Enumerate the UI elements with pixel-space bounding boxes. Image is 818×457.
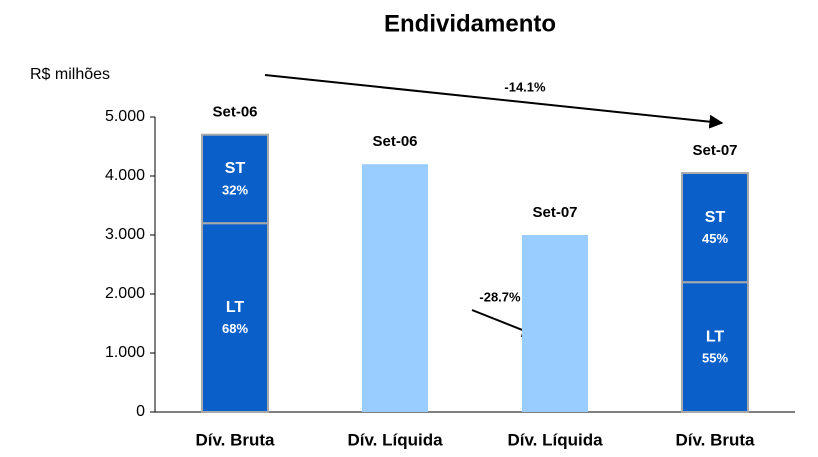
bar (522, 235, 588, 412)
segment-share: 55% (702, 351, 728, 366)
x-tick-label: Dív. Bruta (675, 430, 755, 449)
bar (681, 172, 749, 284)
segment-share: 45% (702, 231, 728, 246)
annotation: -14.1% (504, 79, 546, 94)
x-tick-label: Dív. Líquida (347, 430, 443, 449)
period-label: Set-07 (532, 204, 577, 221)
segment-name: ST (225, 160, 246, 177)
y-tick-label: 0 (136, 403, 145, 420)
segment-share: 68% (222, 321, 248, 336)
y-tick-label: 5.000 (105, 108, 145, 125)
y-tick-label: 3.000 (105, 226, 145, 243)
arrow (264, 74, 724, 129)
y-tick-label: 4.000 (105, 167, 145, 184)
period-label: Set-06 (372, 133, 417, 150)
chart-title: Endividamento (384, 10, 556, 37)
segment-share: 32% (222, 182, 248, 197)
annotation: -28.7% (479, 289, 521, 304)
x-tick-label: Dív. Bruta (195, 430, 275, 449)
bar (681, 281, 749, 414)
bar (201, 133, 269, 225)
period-label: Set-06 (212, 104, 257, 121)
segment-name: ST (705, 209, 726, 226)
y-tick-label: 2.000 (105, 285, 145, 302)
segment-name: LT (226, 299, 245, 316)
y-axis-label: R$ milhões (30, 66, 110, 83)
bar (362, 164, 428, 412)
bar (201, 222, 269, 413)
y-tick-label: 1.000 (105, 344, 145, 361)
period-label: Set-07 (692, 142, 737, 159)
x-tick-label: Dív. Líquida (507, 430, 603, 449)
segment-name: LT (706, 328, 725, 345)
